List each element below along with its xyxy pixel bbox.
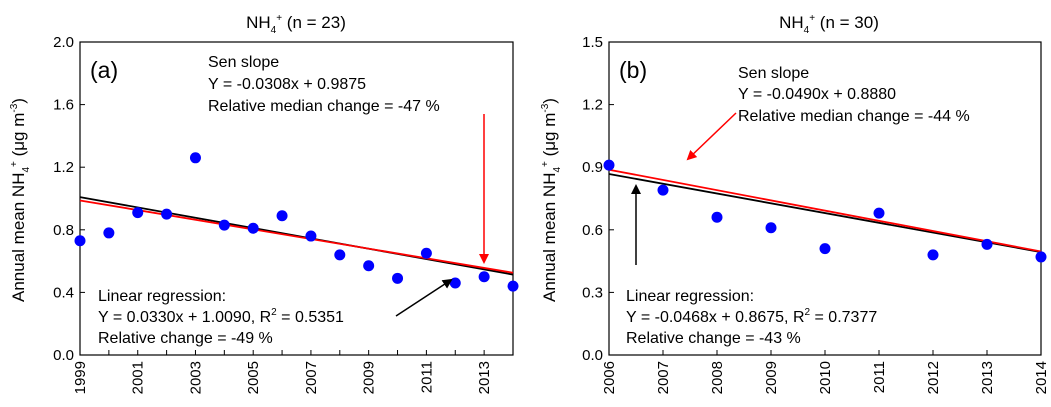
sen-slope-line [79, 199, 514, 274]
panel-b-lr-title: Linear regression: [626, 288, 754, 305]
y-tick-label: 0.8 [53, 222, 74, 239]
panel-b-y-axis: 0.0 0.3 0.6 0.9 1.2 1.5 [582, 34, 614, 364]
panel-b-sen-arrow [686, 112, 737, 161]
panel-b-sen-equation: Y = -0.0490x + 0.8880 [738, 86, 896, 103]
panel-b-sen-change: Relative median change = -44 % [738, 108, 970, 125]
y-tick-label: 1.2 [53, 159, 74, 176]
panel-a-plot-frame [79, 41, 514, 356]
data-point [711, 211, 723, 223]
data-point [276, 210, 288, 222]
y-tick-label: 2.0 [53, 34, 74, 51]
panel-a-y-axis: 0.0 0.4 0.8 1.2 1.6 2.0 [53, 34, 85, 364]
x-tick-label: 2011 [418, 361, 435, 393]
panel-a-sen-title: Sen slope [208, 54, 279, 71]
y-tick-label: 0.0 [582, 347, 603, 364]
x-tick-label: 2011 [871, 361, 888, 393]
data-point [927, 249, 939, 261]
y-tick-label: 1.5 [582, 34, 603, 51]
linear-regression-line [608, 173, 1042, 253]
y-tick-label: 0.3 [582, 284, 603, 301]
panel-a-label: (a) [90, 57, 118, 83]
data-point [103, 227, 115, 239]
data-point [392, 272, 404, 284]
data-point [981, 238, 993, 250]
panel-b-x-axis: 2006 2007 2008 2009 2010 2011 2012 2013 2014 [601, 350, 1050, 394]
y-tick-label: 0.9 [582, 159, 603, 176]
panel-a-trend-lines [79, 196, 514, 276]
panel-b-sen-title: Sen slope [738, 65, 809, 82]
x-tick-label: 2009 [763, 361, 780, 394]
x-tick-label: 2010 [817, 361, 834, 394]
x-tick-label: 2007 [303, 361, 320, 394]
panel-a-ylabel: Annual mean NH4+ (μg m-3) [9, 98, 32, 302]
panel-b: NH4+ (n = 30) Annual mean NH4+ (μg m-3) … [540, 13, 1050, 394]
panel-b-lr-equation: Y = -0.0468x + 0.8675, R2 = 0.7377 [626, 307, 877, 326]
panel-b-data-points [603, 159, 1047, 263]
x-tick-label: 2012 [925, 361, 942, 394]
panel-b-trend-lines [608, 168, 1042, 253]
data-point [657, 184, 669, 196]
panel-a-lr-title: Linear regression: [98, 288, 226, 305]
data-point [247, 222, 259, 234]
data-point [218, 219, 230, 231]
data-point [765, 222, 777, 234]
panel-a-sen-change: Relative median change = -47 % [208, 98, 440, 115]
data-point [873, 207, 885, 219]
x-tick-label: 2013 [476, 361, 493, 394]
data-point [305, 230, 317, 242]
panel-a-lr-equation: Y = 0.0330x + 1.0090, R2 = 0.5351 [98, 307, 344, 326]
data-point [449, 277, 461, 289]
y-tick-label: 0.6 [582, 222, 603, 239]
panel-b-lr-change: Relative change = -43 % [626, 330, 801, 347]
x-tick-label: 1999 [72, 361, 89, 394]
x-tick-label: 2007 [655, 361, 672, 394]
data-point [334, 249, 346, 261]
data-point [74, 235, 86, 247]
x-tick-label: 2005 [245, 361, 262, 394]
x-tick-label: 2009 [361, 361, 378, 394]
y-tick-label: 0.4 [53, 284, 74, 301]
data-point [819, 243, 831, 255]
panel-b-title: NH4+ (n = 30) [779, 13, 879, 36]
data-point [363, 260, 375, 272]
panel-a: NH4+ (n = 23) Annual mean NH4+ (μg m-3) … [9, 13, 519, 394]
data-point [189, 152, 201, 164]
panel-a-sen-equation: Y = -0.0308x + 0.9875 [208, 76, 366, 93]
panel-a-data-points [74, 152, 519, 292]
data-point [420, 247, 432, 259]
panel-a-lr-change: Relative change = -49 % [98, 330, 273, 347]
data-point [161, 208, 173, 220]
y-tick-label: 1.6 [53, 97, 74, 114]
panel-a-lr-arrow [395, 278, 453, 317]
y-tick-label: 0.0 [53, 347, 74, 364]
data-point [603, 159, 615, 171]
data-point [1035, 251, 1047, 263]
sen-slope-line [608, 168, 1042, 253]
x-tick-label: 2013 [979, 361, 996, 394]
panel-a-title: NH4+ (n = 23) [246, 13, 346, 36]
data-point [478, 271, 490, 283]
x-tick-label: 2001 [130, 361, 147, 394]
x-tick-label: 2003 [187, 361, 204, 394]
y-tick-label: 1.2 [582, 97, 603, 114]
x-tick-label: 2006 [601, 361, 618, 394]
data-point [507, 280, 519, 292]
panel-b-label: (b) [619, 57, 647, 83]
x-tick-label: 2008 [709, 361, 726, 394]
panel-b-ylabel: Annual mean NH4+ (μg m-3) [540, 98, 563, 302]
panel-a-x-axis: 1999 2001 2003 2005 2007 2009 2011 2013 [72, 350, 514, 394]
x-tick-label: 2014 [1033, 361, 1050, 394]
data-point [132, 207, 144, 219]
